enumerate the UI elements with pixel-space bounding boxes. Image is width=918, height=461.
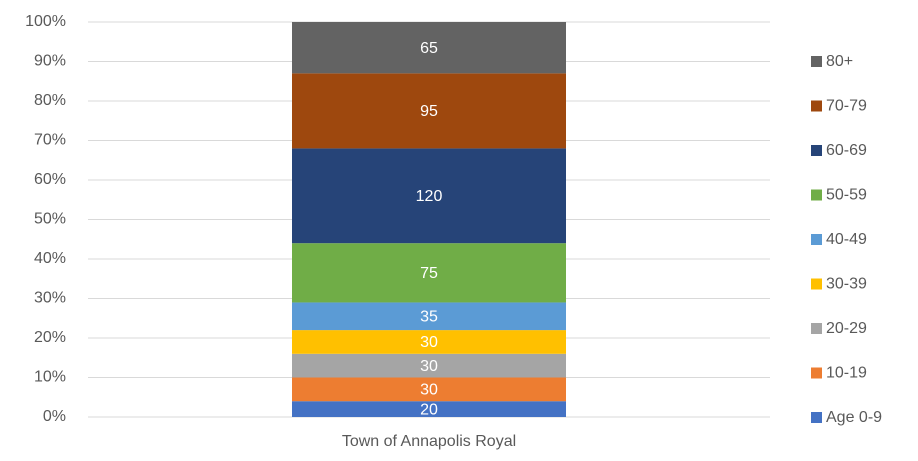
legend-swatch: [811, 189, 822, 201]
bar-segment: [292, 302, 566, 331]
data-label: 35: [420, 308, 438, 325]
x-tick-label: Town of Annapolis Royal: [342, 433, 516, 450]
legend-swatch: [811, 278, 822, 290]
y-tick-label: 0%: [43, 408, 66, 425]
legend-swatch: [811, 412, 822, 423]
bar-segment: [292, 148, 566, 244]
legend-label: 60-69: [826, 142, 867, 159]
y-tick-label: 20%: [34, 329, 66, 346]
bar-segment: [292, 330, 566, 354]
data-label: 30: [420, 382, 438, 399]
bar-segment: [292, 73, 566, 149]
legend-label: 70-79: [826, 98, 867, 115]
legend-label: 80+: [826, 53, 853, 70]
bar-segment: [292, 243, 566, 303]
legend-label: 40-49: [826, 231, 867, 248]
legend-swatch: [811, 145, 822, 156]
data-label: 30: [420, 334, 438, 351]
legend-label: 20-29: [826, 320, 867, 337]
y-tick-label: 80%: [34, 92, 66, 109]
data-label: 120: [416, 188, 443, 205]
data-label: 20: [420, 401, 438, 418]
bar-segment: [292, 377, 566, 402]
legend-label: Age 0-9: [826, 409, 882, 426]
y-tick-label: 100%: [25, 13, 66, 30]
y-tick-label: 10%: [34, 369, 66, 386]
bar-segment: [292, 401, 566, 417]
data-label: 75: [420, 265, 438, 282]
y-tick-label: 30%: [34, 290, 66, 307]
bar-segment: [292, 22, 566, 74]
y-tick-label: 40%: [34, 250, 66, 267]
data-label: 65: [420, 40, 438, 57]
legend-swatch: [811, 100, 822, 112]
legend-label: 10-19: [826, 365, 867, 382]
y-tick-label: 70%: [34, 132, 66, 149]
bar-segment: [292, 353, 566, 378]
legend-swatch: [811, 56, 822, 67]
y-tick-label: 90%: [34, 53, 66, 70]
legend-swatch: [811, 234, 822, 245]
y-tick-label: 60%: [34, 171, 66, 188]
data-label: 30: [420, 358, 438, 375]
legend-label: 30-39: [826, 276, 867, 293]
data-label: 95: [420, 103, 438, 120]
legend-label: 50-59: [826, 187, 867, 204]
legend-swatch: [811, 323, 822, 334]
legend-swatch: [811, 367, 822, 379]
y-tick-label: 50%: [34, 211, 66, 228]
